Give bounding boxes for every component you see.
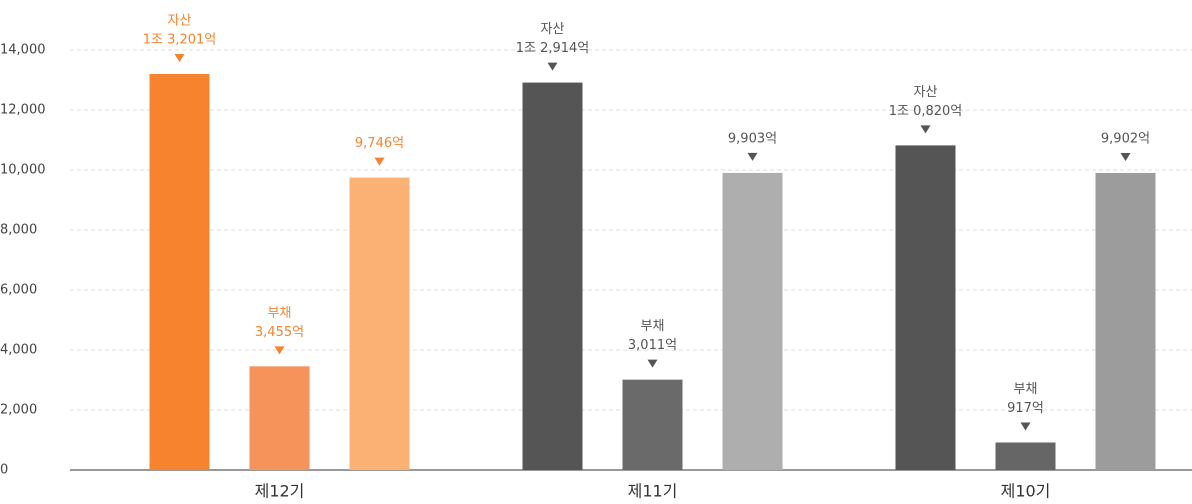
bar	[1095, 172, 1156, 470]
bar	[622, 379, 683, 470]
y-tick-label: 10,000	[0, 163, 46, 178]
y-tick-label: 14,000	[0, 43, 46, 58]
series-name: 자산	[914, 85, 938, 100]
y-tick-label: 6,000	[0, 283, 37, 298]
marker-triangle	[374, 157, 385, 166]
value-label: 1조 2,914억	[516, 41, 590, 56]
marker-triangle	[547, 62, 558, 71]
marker-triangle	[1020, 422, 1031, 431]
bar	[722, 172, 783, 470]
value-label: 1조 0,820억	[889, 104, 963, 119]
value-label: 9,902억	[1101, 131, 1150, 146]
marker-triangle	[747, 152, 758, 161]
marker-triangle	[647, 359, 658, 368]
bar	[349, 177, 410, 470]
value-label: 3,011억	[628, 338, 677, 353]
bar	[249, 366, 310, 470]
value-label: 1조 3,201억	[143, 32, 217, 47]
bar	[149, 73, 210, 470]
series-name: 부채	[1014, 382, 1038, 397]
marker-triangle	[174, 53, 185, 62]
marker-triangle	[1120, 152, 1131, 161]
y-tick-label: 0	[0, 463, 8, 478]
series-name: 자산	[168, 13, 192, 28]
marker-triangle	[920, 125, 931, 134]
bar	[522, 82, 583, 470]
value-label: 9,746억	[355, 136, 404, 151]
bar	[995, 442, 1056, 470]
series-name: 부채	[641, 319, 665, 334]
series-name: 부채	[268, 306, 292, 321]
value-label: 3,455억	[255, 325, 304, 340]
value-label: 917억	[1007, 401, 1044, 416]
x-tick-label: 제10기	[1001, 482, 1051, 501]
series-name: 자산	[541, 22, 565, 37]
y-tick-label: 12,000	[0, 103, 46, 118]
bar	[895, 145, 956, 470]
x-tick-label: 제12기	[255, 482, 305, 501]
x-tick-label: 제11기	[628, 482, 678, 501]
marker-triangle	[274, 346, 285, 355]
y-tick-label: 2,000	[0, 403, 37, 418]
y-tick-label: 8,000	[0, 223, 37, 238]
y-tick-label: 4,000	[0, 343, 37, 358]
value-label: 9,903억	[728, 131, 777, 146]
